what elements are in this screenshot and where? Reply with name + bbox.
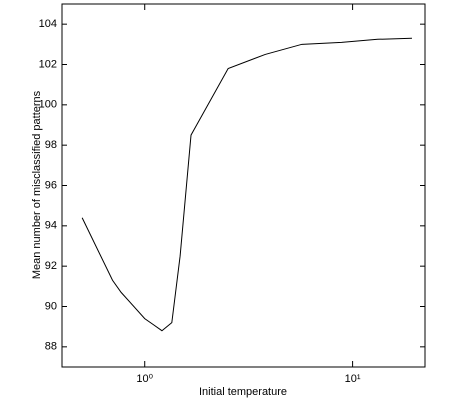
data-line [81, 37, 412, 332]
y-tick-label: 104 [39, 18, 57, 30]
y-tick-label: 98 [45, 139, 57, 151]
y-tick-label: 92 [45, 260, 57, 272]
y-tick-label: 102 [39, 58, 57, 70]
x-axis-label: Initial temperature [199, 386, 287, 398]
y-tick-label: 94 [45, 220, 57, 232]
y-tick-label: 90 [45, 300, 57, 312]
y-tick-label: 88 [45, 341, 57, 353]
y-tick-label: 100 [39, 99, 57, 111]
y-tick-label: 96 [45, 179, 57, 191]
x-tick-label: 10¹ [345, 373, 361, 385]
y-axis-label: Mean number of misclassified patterns [31, 90, 43, 279]
x-tick-label: 10⁰ [136, 373, 153, 385]
plot-frame [61, 3, 426, 368]
